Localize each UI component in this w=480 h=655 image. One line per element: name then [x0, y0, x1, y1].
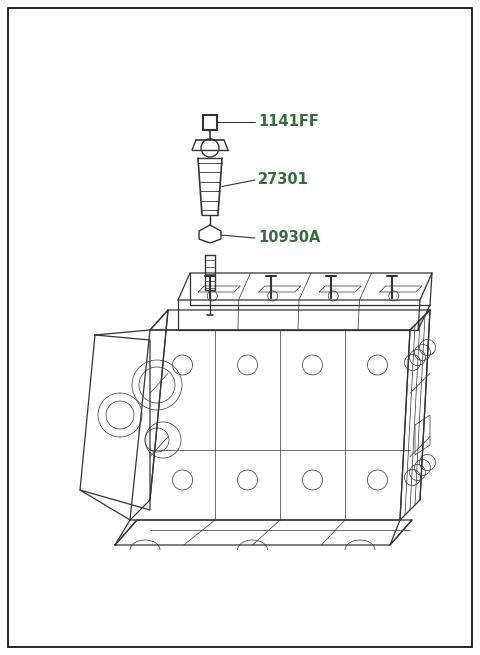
Text: 10930A: 10930A [258, 231, 320, 246]
Text: 1141FF: 1141FF [258, 115, 319, 130]
Text: 27301: 27301 [258, 172, 309, 187]
